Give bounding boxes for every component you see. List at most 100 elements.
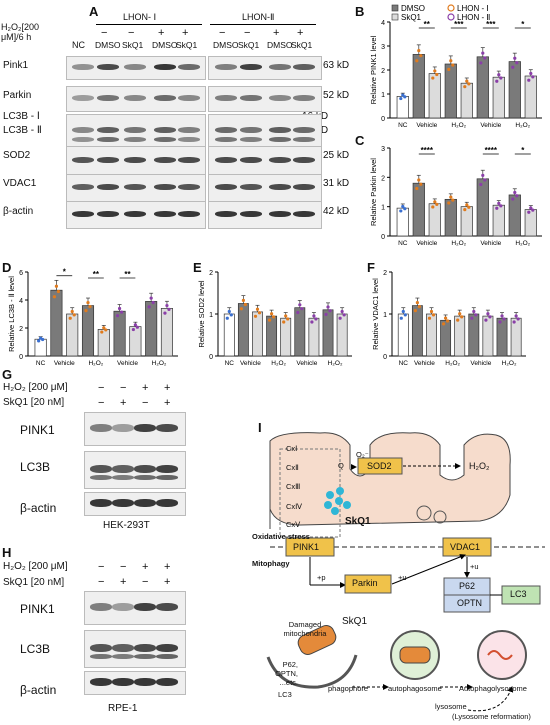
- data-point: [399, 96, 403, 101]
- band: [154, 184, 176, 190]
- h2o2-sign: +: [142, 382, 149, 394]
- data-point: [54, 284, 59, 288]
- bar: [460, 82, 473, 119]
- band: [178, 95, 200, 101]
- data-point: [270, 312, 274, 316]
- size-label: 42 kD: [323, 206, 350, 217]
- sig-label: *: [521, 20, 525, 29]
- h2o2-sign: −: [120, 561, 127, 573]
- bar: [396, 96, 409, 119]
- data-point: [515, 61, 519, 65]
- sod2-box: [357, 457, 403, 475]
- nc-label: NC: [72, 40, 85, 50]
- bar: [440, 319, 452, 357]
- pink1-box: [285, 537, 335, 557]
- group-label-lhon2: LHON-Ⅱ: [242, 12, 275, 22]
- x-label-group: Vehicle: [416, 122, 437, 129]
- band: [293, 184, 315, 190]
- band: [269, 137, 291, 142]
- band: [154, 64, 176, 70]
- band: [240, 137, 262, 142]
- data-point: [300, 307, 304, 311]
- g-row-h2o2: H₂O₂ [200 μM]: [3, 382, 68, 393]
- band: [240, 184, 262, 190]
- band: [269, 157, 291, 163]
- data-point: [465, 203, 469, 207]
- x-label-nc: NC: [225, 360, 235, 367]
- cx2-label: CxⅡ: [286, 463, 299, 472]
- skq1-sign: +: [120, 397, 127, 409]
- legend-label: DMSO: [401, 4, 425, 13]
- data-point: [463, 208, 467, 212]
- skq1-label-2: SkQ1: [342, 616, 368, 627]
- data-point: [284, 314, 288, 318]
- x-label-group: H₂O₂: [328, 360, 343, 367]
- x-label-group: H₂O₂: [515, 240, 530, 247]
- data-point: [456, 318, 460, 322]
- agent-label: SkQ1: [122, 40, 144, 50]
- phagophore-label: phagophore: [328, 684, 369, 693]
- band: [90, 678, 112, 686]
- band: [293, 64, 315, 70]
- data-point: [499, 76, 503, 80]
- data-point: [401, 309, 405, 314]
- data-point: [147, 305, 151, 309]
- bar: [496, 317, 508, 357]
- x-label-nc: NC: [399, 360, 409, 367]
- bar: [66, 313, 79, 357]
- sig-label: ****: [485, 146, 498, 155]
- band: [178, 184, 200, 190]
- bar: [266, 315, 278, 357]
- mitophagy-diagram: [266, 432, 545, 712]
- data-point: [488, 315, 492, 319]
- data-point: [449, 59, 453, 63]
- band: [90, 465, 112, 473]
- band: [72, 137, 94, 142]
- data-point: [72, 313, 76, 317]
- data-point: [149, 296, 153, 300]
- band: [156, 424, 178, 432]
- data-point: [460, 315, 464, 319]
- bar: [510, 317, 522, 357]
- y-axis-label: Relative Parkin level: [369, 158, 378, 226]
- band: [269, 184, 291, 190]
- y-tick-label: 1: [383, 312, 387, 319]
- band: [124, 157, 146, 163]
- data-point: [102, 326, 106, 330]
- band: [156, 644, 178, 652]
- y-axis-label: Relative LC3B - Ⅱ level: [7, 276, 16, 352]
- cx4-label: CxⅣ: [286, 502, 303, 511]
- y-tick-label: 3: [381, 146, 385, 153]
- data-point: [415, 59, 419, 63]
- damaged-mito-label: Damaged mitochondria: [283, 620, 327, 638]
- band: [90, 499, 112, 507]
- lysosome-label: lysosome: [435, 702, 467, 711]
- treatment-label: H₂O₂[200 μM]/6 h: [1, 22, 40, 42]
- x-label-nc: NC: [398, 122, 408, 129]
- protein-label: LC3B - Ⅱ: [3, 125, 42, 136]
- panel-d-label: D: [2, 260, 12, 275]
- size-label: 31 kD: [323, 178, 350, 189]
- protein-label: VDAC1: [3, 178, 37, 189]
- y-tick-label: 2: [381, 175, 385, 182]
- bar: [460, 206, 473, 237]
- data-point: [512, 320, 516, 324]
- data-point: [465, 79, 469, 83]
- bar: [468, 313, 480, 357]
- x-label-group: H₂O₂: [515, 122, 530, 129]
- y-tick-label: 0: [381, 234, 385, 241]
- protein-label: β-actin: [3, 206, 34, 217]
- bar: [160, 308, 173, 357]
- bar: [508, 194, 521, 237]
- band: [154, 211, 176, 217]
- data-point: [163, 311, 167, 315]
- bar: [397, 313, 409, 357]
- data-point: [310, 320, 314, 324]
- data-point: [474, 313, 478, 317]
- data-point: [314, 317, 318, 321]
- band: [154, 137, 176, 142]
- bar: [412, 54, 425, 119]
- data-point: [243, 302, 247, 307]
- h2o2-sign: −: [101, 27, 108, 39]
